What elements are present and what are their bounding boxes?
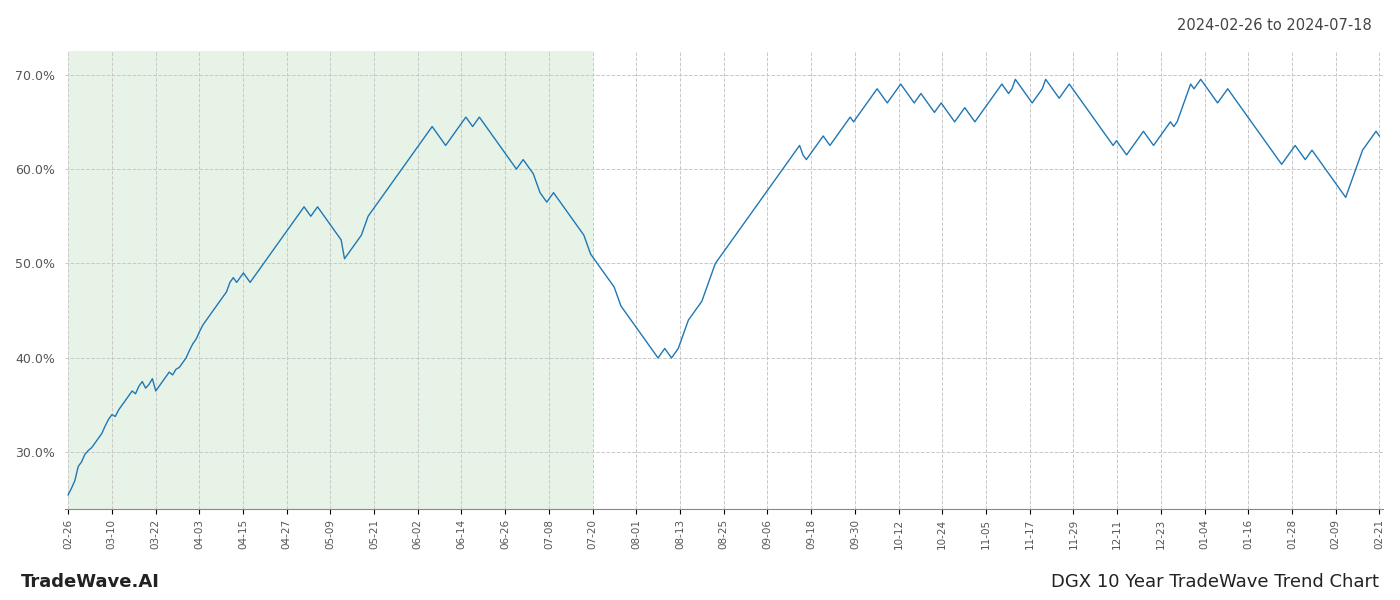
Text: 2024-02-26 to 2024-07-18: 2024-02-26 to 2024-07-18 (1177, 18, 1372, 33)
Text: DGX 10 Year TradeWave Trend Chart: DGX 10 Year TradeWave Trend Chart (1051, 573, 1379, 591)
Bar (69, 51, 592, 509)
Text: TradeWave.AI: TradeWave.AI (21, 573, 160, 591)
